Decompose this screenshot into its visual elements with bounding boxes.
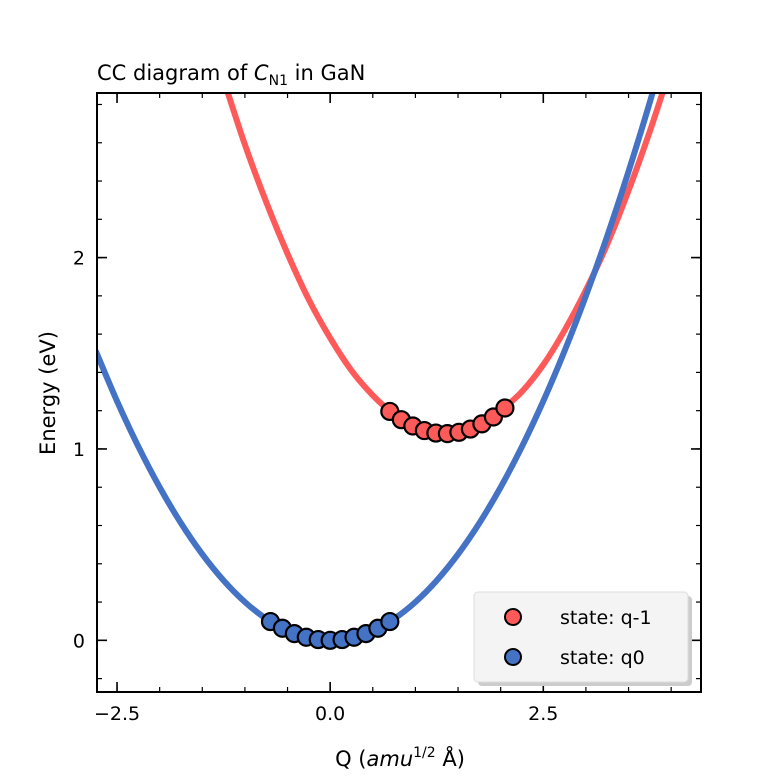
x-axis-label: Q (amu1/2 Å)	[335, 745, 465, 771]
y-tick-label: 1	[73, 439, 85, 461]
legend-label-q-1: state: q-1	[560, 607, 652, 629]
data-point-q-1	[495, 398, 515, 418]
x-tick-label: 2.5	[528, 703, 558, 725]
y-tick-label: 2	[73, 248, 85, 270]
x-tick-label: −2.5	[94, 703, 140, 725]
legend-label-q0: state: q0	[560, 647, 645, 669]
curve-q0	[97, 93, 656, 644]
plot-frame	[96, 92, 702, 693]
y-tick-label: 0	[73, 630, 85, 652]
legend: state: q-1 state: q0	[473, 591, 692, 686]
y-axis-label: Energy (eV)	[36, 331, 60, 455]
legend-marker-q-1	[504, 608, 522, 626]
data-point-q0	[380, 611, 400, 632]
legend-marker-q0	[504, 648, 522, 666]
chart-title: CC diagram of CN1 in GaN	[97, 61, 365, 89]
x-tick-label: 0.0	[315, 703, 345, 725]
